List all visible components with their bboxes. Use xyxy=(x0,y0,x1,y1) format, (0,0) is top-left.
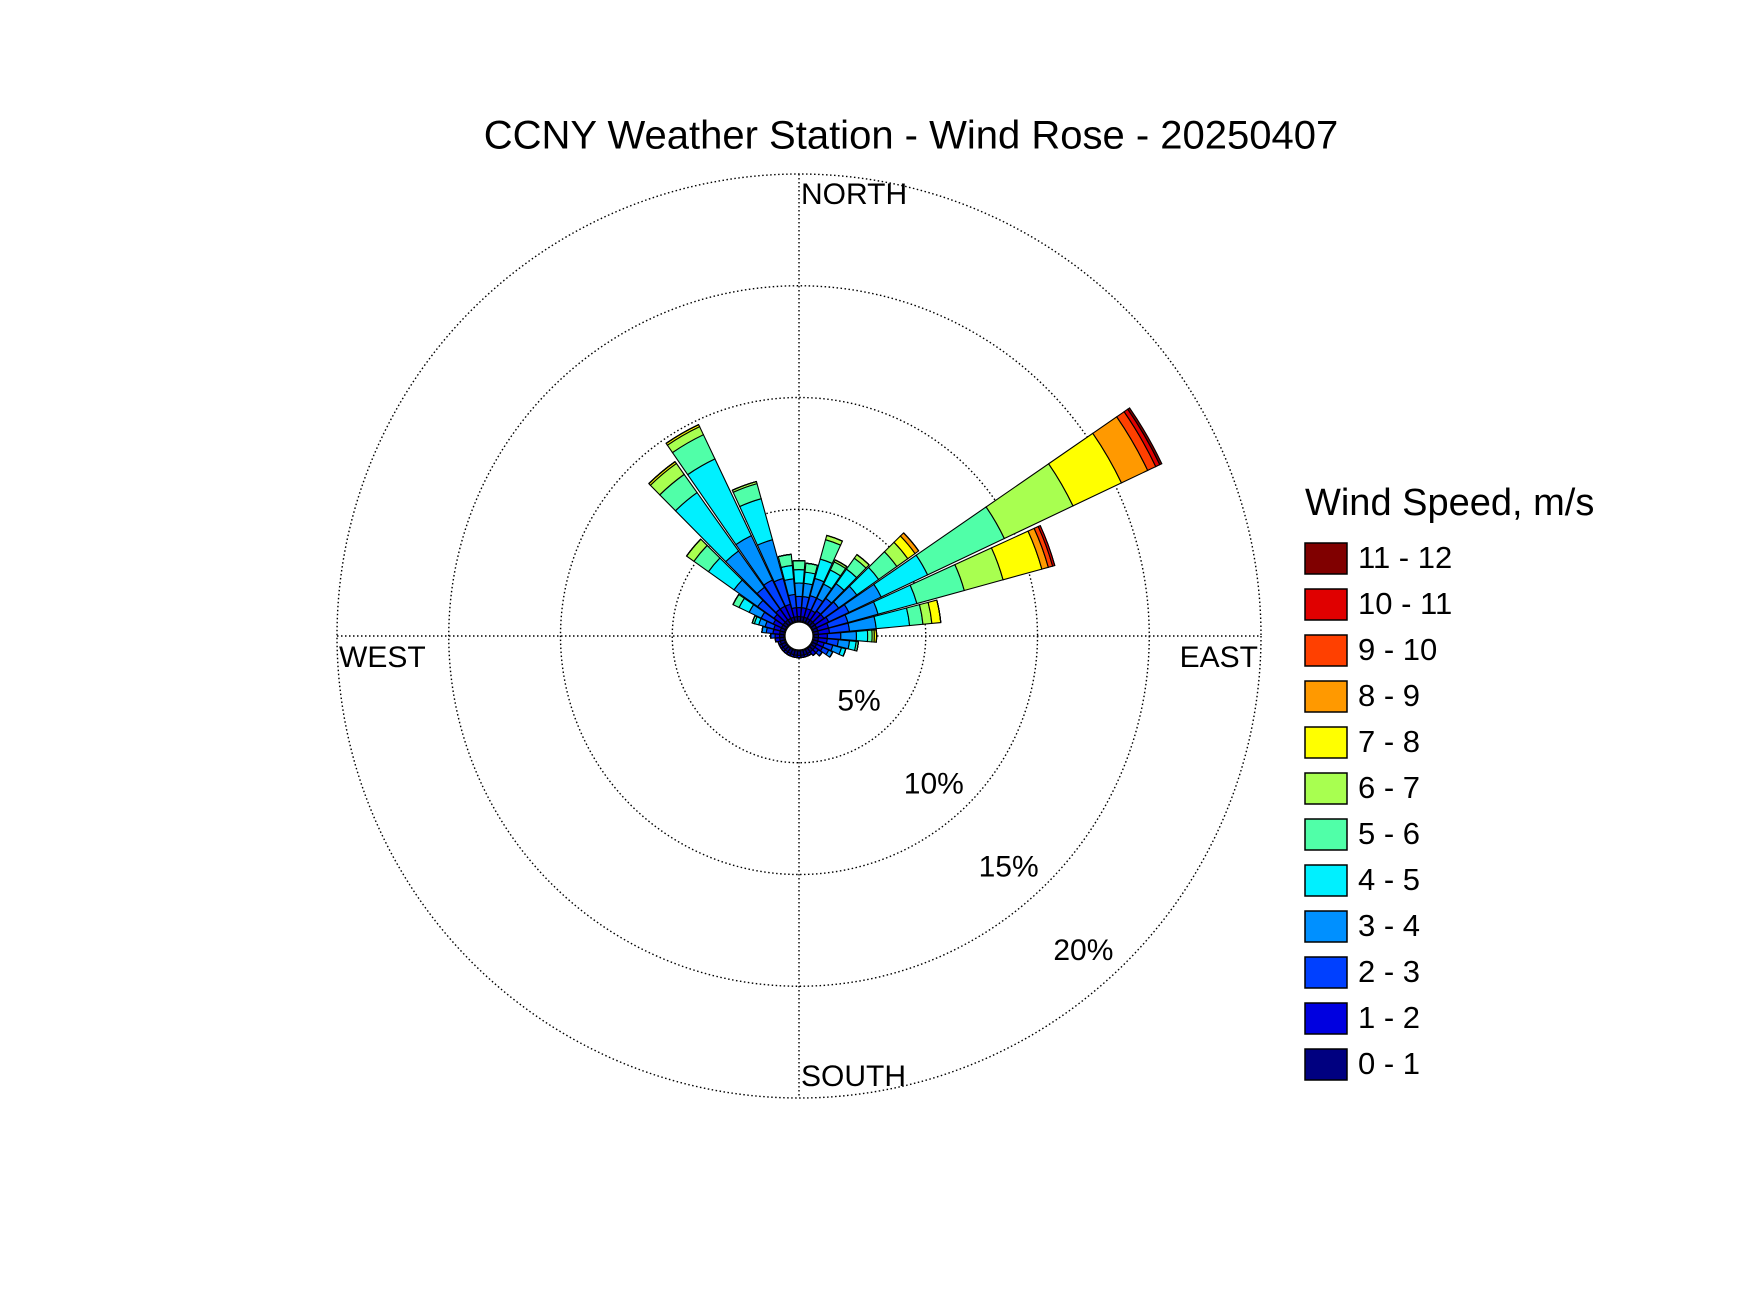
chart-title: CCNY Weather Station - Wind Rose - 20250… xyxy=(484,114,1339,158)
grid-ring xyxy=(559,396,1039,876)
legend-swatch xyxy=(1304,910,1348,943)
legend-label: 5 - 6 xyxy=(1358,816,1420,851)
wind-segment xyxy=(686,538,702,557)
wind-segment xyxy=(1039,525,1056,566)
legend-label: 10 - 11 xyxy=(1358,586,1452,621)
legend-label: 6 - 7 xyxy=(1358,770,1420,805)
legend-swatch xyxy=(1304,818,1348,851)
wind-segment xyxy=(778,553,792,558)
wind-segment xyxy=(800,656,805,659)
direction-label: WEST xyxy=(339,641,426,674)
legend-swatch xyxy=(1304,588,1348,621)
wind-segment xyxy=(732,480,757,491)
legend-label: 7 - 8 xyxy=(1358,724,1420,759)
wind-segment xyxy=(842,648,847,657)
wind-segment xyxy=(794,582,804,598)
wind-segment xyxy=(793,656,798,659)
wind-segment xyxy=(732,594,740,605)
ring-label: 20% xyxy=(1053,934,1113,967)
wind-segment xyxy=(770,633,776,639)
direction-label: NORTH xyxy=(801,178,907,211)
legend-swatch xyxy=(1304,542,1348,575)
legend-label: 8 - 9 xyxy=(1358,678,1420,713)
wind-segment xyxy=(793,569,805,584)
wind-segment xyxy=(751,615,756,624)
wind-segment xyxy=(840,630,858,642)
legend-label: 9 - 10 xyxy=(1358,632,1437,667)
wind-segment xyxy=(648,461,676,485)
legend-swatch xyxy=(1304,772,1348,805)
legend-title: Wind Speed, m/s xyxy=(1305,482,1594,524)
wind-segment xyxy=(774,633,781,639)
wind-segment xyxy=(855,629,869,643)
legend-swatch xyxy=(1304,864,1348,897)
center-hole xyxy=(784,621,814,651)
legend-swatch xyxy=(1304,1048,1348,1081)
grid-ring xyxy=(671,508,927,764)
wind-segment xyxy=(856,554,870,566)
legend-swatch xyxy=(1304,634,1348,667)
wind-segment xyxy=(818,652,823,657)
ring-label: 10% xyxy=(904,768,964,801)
legend-label: 2 - 3 xyxy=(1358,954,1420,989)
ring-label: 5% xyxy=(837,685,880,718)
legend-label: 4 - 5 xyxy=(1358,862,1420,897)
wind-segment xyxy=(774,638,777,643)
legend-swatch xyxy=(1304,680,1348,713)
legend-label: 3 - 4 xyxy=(1358,908,1420,943)
wind-segment xyxy=(665,424,699,444)
legend-label: 1 - 2 xyxy=(1358,1000,1420,1035)
wind-segment xyxy=(812,652,817,656)
grid-ring xyxy=(336,173,1262,1099)
direction-label: EAST xyxy=(1180,641,1258,674)
legend-label: 11 - 12 xyxy=(1358,540,1452,575)
legend-swatch xyxy=(1304,956,1348,989)
direction-label: SOUTH xyxy=(801,1060,906,1093)
wind-segment xyxy=(795,595,803,609)
ring-label: 15% xyxy=(979,851,1039,884)
legend-swatch xyxy=(1304,726,1348,759)
grid-ring xyxy=(448,285,1150,987)
wind-segment xyxy=(792,560,806,571)
wind-segment xyxy=(936,599,942,623)
wind-segment xyxy=(1127,407,1163,466)
legend-label: 0 - 1 xyxy=(1358,1046,1420,1081)
legend-swatch xyxy=(1304,1002,1348,1035)
wind-segment xyxy=(866,629,873,643)
